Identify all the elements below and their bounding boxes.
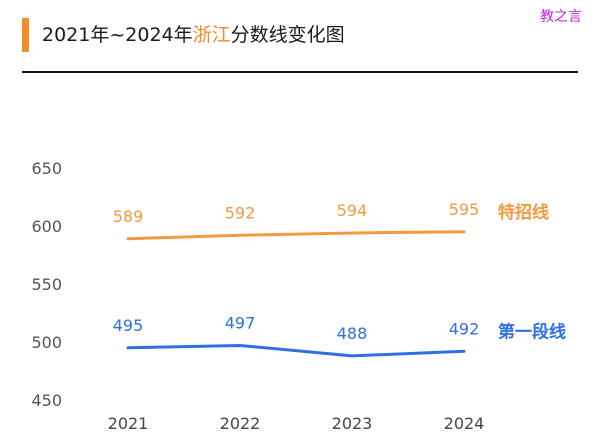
data-label: 592 — [225, 203, 256, 222]
data-label: 589 — [113, 207, 144, 226]
chart-title: 2021年~2024年浙江分数线变化图 — [42, 20, 345, 50]
y-tick-label: 550 — [31, 275, 62, 294]
series-line — [126, 230, 466, 241]
data-label: 495 — [113, 316, 144, 335]
x-tick-label: 2024 — [444, 414, 485, 433]
series-name-label: 特招线 — [498, 202, 549, 223]
x-tick-label: 2021 — [108, 414, 149, 433]
title-suffix: 分数线变化图 — [230, 24, 345, 46]
x-tick-label: 2023 — [332, 414, 373, 433]
data-label: 492 — [449, 319, 480, 338]
title-highlight: 浙江 — [192, 24, 231, 46]
data-label: 594 — [337, 201, 368, 220]
title-prefix: 2021年~2024年 — [42, 24, 193, 46]
y-tick-label: 600 — [31, 217, 62, 236]
series-name-label: 第一段线 — [498, 321, 566, 342]
data-label: 595 — [449, 200, 480, 219]
x-tick-label: 2022 — [220, 414, 261, 433]
watermark-signature: 教之言 — [540, 9, 582, 25]
y-tick-label: 450 — [31, 391, 62, 410]
y-tick-label: 500 — [31, 333, 62, 352]
data-label: 497 — [225, 313, 256, 332]
data-label: 488 — [337, 324, 368, 343]
y-tick-label: 650 — [31, 159, 62, 178]
title-accent-bar — [22, 18, 29, 52]
series-line — [126, 343, 466, 358]
title-divider — [22, 71, 578, 73]
